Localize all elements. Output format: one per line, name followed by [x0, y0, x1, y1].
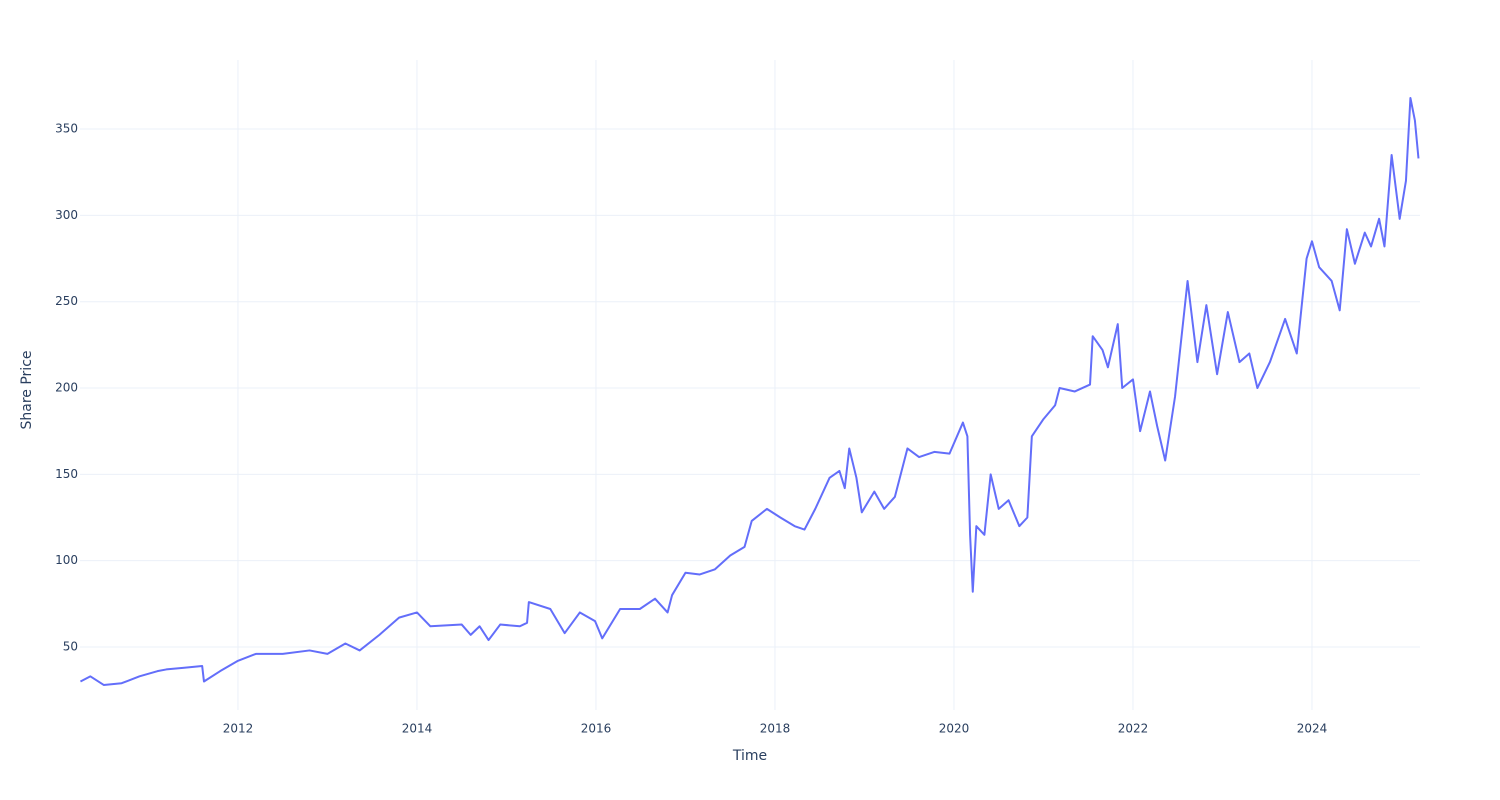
x-axis-title: Time — [732, 748, 767, 764]
y-axis-title: Share Price — [19, 350, 35, 429]
x-tick-label: 2014 — [402, 722, 433, 736]
x-tick-label: 2018 — [760, 722, 791, 736]
y-tick-label: 350 — [55, 122, 78, 136]
y-tick-label: 100 — [55, 553, 78, 567]
x-tick-label: 2020 — [939, 722, 970, 736]
x-tick-label: 2022 — [1118, 722, 1149, 736]
x-tick-label: 2024 — [1297, 722, 1328, 736]
y-tick-label: 250 — [55, 294, 78, 308]
x-tick-label: 2012 — [223, 722, 254, 736]
y-tick-label: 200 — [55, 381, 78, 395]
line — [79, 96, 1420, 686]
y-tick-label: 50 — [63, 639, 78, 653]
x-tick-label: 2016 — [581, 722, 612, 736]
y-tick-label: 300 — [55, 208, 78, 222]
y-tick-label: 150 — [55, 467, 78, 481]
